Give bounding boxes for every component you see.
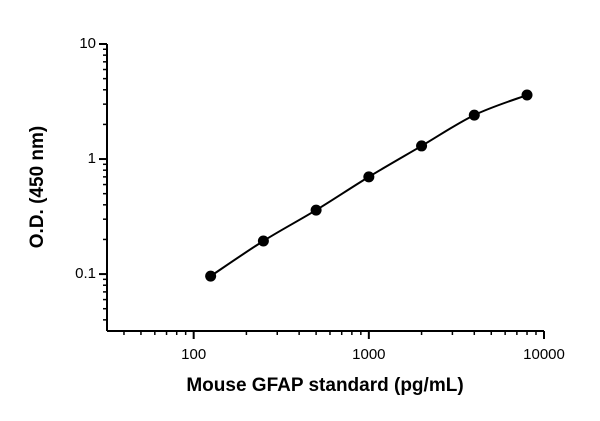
y-tick-label: 0.1	[75, 265, 96, 282]
data-point	[521, 89, 533, 101]
fit-curve	[210, 94, 528, 277]
data-point	[205, 270, 217, 282]
data-point	[416, 140, 428, 152]
x-tick-label: 1000	[352, 346, 385, 363]
data-point	[310, 204, 322, 216]
x-tick-label: 100	[181, 346, 206, 363]
y-tick-label: 1	[88, 150, 96, 167]
y-tick-label: 10	[79, 35, 96, 52]
data-point	[363, 171, 375, 183]
data-point	[468, 109, 480, 121]
y-axis-title: O.D. (450 nm)	[27, 126, 48, 248]
x-axis-title: Mouse GFAP standard (pg/mL)	[186, 375, 463, 396]
data-point	[257, 235, 269, 247]
x-tick-label: 10000	[523, 346, 565, 363]
